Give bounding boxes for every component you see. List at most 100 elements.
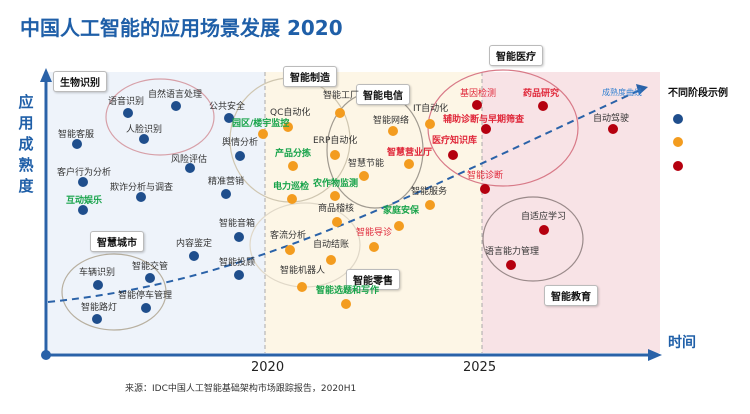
scenario-label: 语音识别 bbox=[108, 97, 145, 107]
stage-dot bbox=[539, 225, 549, 235]
curve-arrowhead bbox=[636, 84, 648, 95]
axis-origin bbox=[41, 350, 51, 360]
scenario-label: 产品分拣 bbox=[275, 149, 312, 159]
stage-dot bbox=[608, 124, 618, 134]
stage-dot bbox=[283, 122, 293, 132]
stage-dot bbox=[330, 191, 340, 201]
stage-dot bbox=[92, 314, 102, 324]
scenario-label: ERP自动化 bbox=[313, 136, 358, 146]
stage-dot bbox=[72, 139, 82, 149]
scenario-label: 公共安全 bbox=[209, 102, 246, 112]
stage-dot bbox=[335, 108, 345, 118]
stage-dot bbox=[189, 251, 199, 261]
scenario-label: 智能交管 bbox=[132, 262, 169, 272]
legend-dot-mid bbox=[673, 137, 683, 147]
stage-dot bbox=[481, 124, 491, 134]
stage-dot bbox=[78, 205, 88, 215]
maturity-curve bbox=[47, 89, 641, 303]
stage-dot bbox=[425, 119, 435, 129]
group-ellipse-city bbox=[61, 253, 167, 331]
page-title: 中国人工智能的应用场景发展 2020 bbox=[20, 16, 343, 40]
scenario-label: 欺诈分析与调查 bbox=[110, 183, 174, 193]
group-label-manufacturing: 智能制造 bbox=[283, 66, 337, 87]
stage-dot bbox=[93, 280, 103, 290]
group-label-smart-city: 智慧城市 bbox=[90, 231, 144, 252]
stage-dot bbox=[123, 108, 133, 118]
scenario-label: 内容鉴定 bbox=[176, 239, 213, 249]
scenario-label: 车辆识别 bbox=[79, 268, 116, 278]
stage-dot bbox=[394, 221, 404, 231]
stage-dot bbox=[506, 260, 516, 270]
scenario-label: 智能投顾 bbox=[219, 258, 256, 268]
scenario-label: 互动娱乐 bbox=[66, 196, 103, 206]
stage-dot bbox=[330, 150, 340, 160]
stage-dot bbox=[326, 255, 336, 265]
stage-dot bbox=[258, 129, 268, 139]
scenario-label: 电力巡检 bbox=[273, 182, 310, 192]
scenario-label: 自然语言处理 bbox=[148, 90, 203, 100]
stage-dot bbox=[171, 101, 181, 111]
legend-title: 不同阶段示例 bbox=[668, 88, 728, 99]
stage-dot bbox=[388, 126, 398, 136]
stage-dot bbox=[224, 113, 234, 123]
scenario-label: 辅助诊断与早期筛查 bbox=[443, 115, 525, 125]
stage-dot bbox=[234, 232, 244, 242]
scenario-label: 语言能力管理 bbox=[485, 247, 540, 257]
scenario-label: 药品研究 bbox=[523, 89, 560, 99]
stage-dot bbox=[235, 151, 245, 161]
stage-dot bbox=[287, 194, 297, 204]
scenario-label: 智能路灯 bbox=[81, 303, 118, 313]
group-label-education: 智能教育 bbox=[544, 285, 598, 306]
scenario-label: 智能诊断 bbox=[467, 171, 504, 181]
stage-dot bbox=[359, 171, 369, 181]
source-note: 来源：IDC中国人工智能基础架构市场跟踪报告，2020H1 bbox=[125, 384, 357, 394]
stage-dot bbox=[538, 101, 548, 111]
scenario-label: 智能工厂 bbox=[323, 91, 360, 101]
x-tick-2020: 2020 bbox=[251, 360, 285, 375]
scenario-label: 智能客服 bbox=[58, 130, 95, 140]
stage-dot bbox=[288, 161, 298, 171]
scenario-label: 园区/楼宇监控 bbox=[232, 119, 290, 129]
legend-dot-early bbox=[673, 114, 683, 124]
stage-dot bbox=[285, 245, 295, 255]
stage-dot bbox=[78, 177, 88, 187]
scenario-label: 精准营销 bbox=[208, 177, 245, 187]
scenario-label: 家庭安保 bbox=[383, 206, 420, 216]
group-ellipse-biometric bbox=[105, 78, 215, 156]
scenario-label: 舆情分析 bbox=[222, 138, 259, 148]
scenario-label: 智能导诊 bbox=[356, 228, 393, 238]
stage-dot bbox=[221, 189, 231, 199]
scenario-label: 客流分析 bbox=[270, 231, 307, 241]
curve-label: 成熟度曲线 bbox=[602, 88, 642, 97]
scenario-label: 农作物监测 bbox=[313, 179, 359, 189]
scenario-label: 医疗知识库 bbox=[432, 136, 478, 146]
stage-dot bbox=[297, 282, 307, 292]
stage-dot bbox=[234, 270, 244, 280]
group-ellipse-education bbox=[482, 196, 584, 282]
scenario-label: 智慧节能 bbox=[348, 159, 385, 169]
group-label-telecom: 智能电信 bbox=[356, 84, 410, 105]
y-axis-arrow bbox=[40, 68, 52, 82]
stage-dot bbox=[341, 299, 351, 309]
scenario-label: 智能选题和写作 bbox=[316, 286, 380, 296]
scenario-label: 自动结账 bbox=[313, 240, 350, 250]
group-ellipse-medical bbox=[427, 69, 579, 187]
stage-dot bbox=[369, 242, 379, 252]
scenario-label: IT自动化 bbox=[413, 104, 449, 114]
stage-dot bbox=[141, 303, 151, 313]
scenario-label: 智能停车管理 bbox=[118, 291, 173, 301]
stage-dot bbox=[139, 134, 149, 144]
scenario-label: 风险评估 bbox=[171, 155, 208, 165]
stage-dot bbox=[448, 150, 458, 160]
scenario-label: 智慧营业厅 bbox=[387, 148, 433, 158]
stage-dot bbox=[185, 163, 195, 173]
x-tick-2025: 2025 bbox=[463, 360, 497, 375]
stage-dot bbox=[145, 273, 155, 283]
legend-dot-late bbox=[673, 161, 683, 171]
stage-dot bbox=[136, 192, 146, 202]
scenario-label: 自适应学习 bbox=[521, 212, 567, 222]
stage-dot bbox=[332, 217, 342, 227]
stage-dot bbox=[472, 100, 482, 110]
scenario-label: 智能音箱 bbox=[219, 219, 256, 229]
